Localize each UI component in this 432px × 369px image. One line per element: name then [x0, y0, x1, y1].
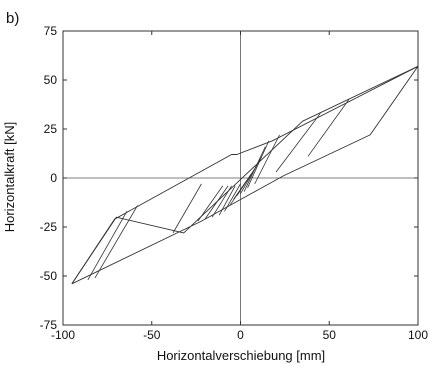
x-tick-label: 50	[323, 328, 337, 342]
unloading-segment	[243, 146, 266, 192]
y-tick-label: 25	[44, 122, 58, 136]
y-tick-label: 75	[44, 24, 58, 38]
hysteresis-loop-line	[71, 65, 419, 285]
unloading-segment	[247, 140, 270, 188]
series-group	[71, 65, 419, 285]
unloading-segment	[307, 99, 350, 157]
unloading-segment	[204, 185, 229, 220]
x-tick-label: 100	[408, 328, 428, 342]
y-tick-label: 0	[50, 171, 57, 185]
y-tick-label: 50	[44, 73, 58, 87]
x-tick-label: -50	[143, 328, 161, 342]
x-tick-label: -100	[51, 328, 75, 342]
unloading-segment	[211, 185, 232, 218]
axis-ticks: -100 -50 0 50 100 -75 -50 -25 0 25 50 75	[40, 24, 429, 342]
hysteresis-loop-line	[71, 65, 419, 285]
panel-label: b)	[6, 10, 19, 27]
x-axis-label: Horizontalverschiebung [mm]	[157, 348, 325, 363]
unloading-segment	[218, 185, 236, 216]
y-axis-label: Horizontalkraft [kN]	[2, 122, 17, 233]
unloading-segment	[197, 185, 224, 222]
unloading-segment	[240, 156, 263, 194]
unloading-segment	[94, 205, 138, 279]
y-tick-label: -75	[40, 318, 58, 332]
y-tick-label: -25	[40, 220, 58, 234]
x-tick-label: 0	[237, 328, 244, 342]
unloading-segment	[87, 211, 128, 281]
unloading-segment	[172, 183, 202, 234]
unloading-segment	[254, 134, 280, 185]
unloading-segment	[224, 183, 241, 212]
y-tick-label: -50	[40, 269, 58, 283]
unloading-segment	[275, 113, 321, 173]
zero-lines	[63, 31, 418, 325]
